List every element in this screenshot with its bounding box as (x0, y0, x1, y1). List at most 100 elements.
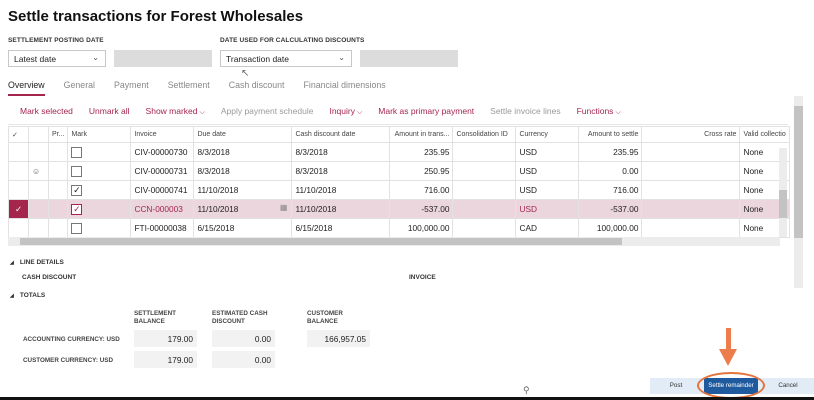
table-row-selected[interactable]: ✓ ✓ CCN-000003 11/10/2018 ▦ 11/10/2018 -5… (8, 199, 790, 219)
amount-to-settle-cell[interactable]: -537.00 (578, 199, 643, 219)
page-vertical-scrollbar[interactable] (794, 96, 803, 288)
column-header-mark[interactable]: Mark (67, 126, 132, 143)
accounting-customer-balance: 166,957.05 (307, 330, 370, 347)
tab-financial-dimensions[interactable]: Financial dimensions (303, 80, 386, 90)
invoice-cell: CCN-000003 (130, 199, 195, 219)
discount-date-input[interactable] (360, 50, 458, 67)
table-row[interactable]: CIV-00000730 8/3/2018 8/3/2018 235.95 US… (8, 142, 790, 162)
column-header-invoice[interactable]: Invoice (130, 126, 195, 143)
column-header-cash-discount-date[interactable]: Cash discount date (291, 126, 391, 143)
mark-selected-button[interactable]: Mark selected (20, 106, 73, 116)
table-row[interactable]: ☺ CIV-00000731 8/3/2018 8/3/2018 250.95 … (8, 161, 790, 181)
show-marked-menu[interactable]: Show marked ⌵ (145, 106, 205, 116)
mark-cell (67, 142, 132, 162)
totals-toggle[interactable]: ◢ TOTALS (10, 292, 46, 299)
tab-bar: Overview General Payment Settlement Cash… (8, 80, 405, 96)
posting-date-label: SETTLEMENT POSTING DATE (8, 37, 104, 44)
row-selector[interactable]: ✓ (8, 199, 29, 219)
row-selector[interactable] (8, 161, 29, 181)
mark-primary-payment-button[interactable]: Mark as primary payment (378, 106, 475, 116)
mark-checkbox[interactable]: ✓ (71, 203, 83, 215)
settlement-balance-header: SETTLEMENT BALANCE (134, 310, 176, 325)
amount-to-settle-cell[interactable]: 716.00 (578, 180, 643, 200)
person-icon: ☺ (32, 167, 41, 176)
tab-general[interactable]: General (63, 80, 95, 90)
pr-cell (47, 161, 69, 181)
tab-cash-discount[interactable]: Cash discount (228, 80, 285, 90)
select-all-header[interactable]: ✓ (8, 126, 29, 143)
consolidation-id-cell (452, 161, 517, 181)
posting-date-value: Latest date (14, 54, 57, 64)
tab-payment[interactable]: Payment (113, 80, 149, 90)
apply-payment-schedule-button[interactable]: Apply payment schedule (220, 106, 314, 116)
column-header-amount-to-settle[interactable]: Amount to settle (578, 126, 643, 143)
due-date-cell[interactable]: 11/10/2018 ▦ (193, 199, 293, 219)
accounting-currency-label: ACCOUNTING CURRENCY: USD (23, 336, 120, 343)
action-bar: Mark selected Unmark all Show marked ⌵ Ap… (20, 106, 637, 117)
mark-checkbox[interactable] (71, 165, 83, 177)
column-header-consolidation-id[interactable]: Consolidation ID (452, 126, 517, 143)
post-button[interactable]: Post (669, 382, 683, 389)
due-date-cell: 8/3/2018 (193, 161, 293, 181)
column-header-due-date[interactable]: Due date (193, 126, 293, 143)
column-header-currency[interactable]: Currency (515, 126, 580, 143)
posting-date-input[interactable] (114, 50, 212, 67)
mark-checkbox[interactable] (71, 222, 83, 234)
row-icon-cell: ☺ (28, 161, 49, 181)
cash-discount-date-cell: 8/3/2018 (291, 142, 391, 162)
mark-checkbox[interactable]: ✓ (71, 184, 83, 196)
due-date-cell: 8/3/2018 (193, 142, 293, 162)
scrollbar-thumb[interactable] (779, 190, 787, 218)
cancel-button[interactable]: Cancel (778, 382, 798, 389)
discount-date-label: DATE USED FOR CALCULATING DISCOUNTS (220, 37, 365, 44)
collapse-triangle-icon: ◢ (10, 260, 14, 266)
line-details-toggle[interactable]: ◢ LINE DETAILS (10, 259, 64, 266)
functions-menu[interactable]: Functions ⌵ (576, 106, 621, 116)
pr-cell (47, 142, 69, 162)
chevron-down-icon: ⌵ (199, 109, 205, 116)
mark-cell: ✓ (67, 180, 132, 200)
table-row[interactable]: ✓ CIV-00000741 11/10/2018 11/10/2018 716… (8, 180, 790, 200)
currency-cell: USD (515, 199, 580, 219)
scrollbar-thumb[interactable] (794, 106, 803, 238)
table-row[interactable]: FTI-00000038 6/15/2018 6/15/2018 100,000… (8, 218, 790, 238)
grid-vertical-scrollbar[interactable] (779, 148, 787, 237)
amount-to-settle-cell[interactable]: 0.00 (578, 161, 643, 181)
row-selector[interactable] (8, 180, 29, 200)
calendar-icon[interactable]: ▦ (279, 203, 288, 212)
tab-overview[interactable]: Overview (8, 80, 45, 96)
unmark-all-button[interactable]: Unmark all (88, 106, 130, 116)
row-selector[interactable] (8, 142, 29, 162)
cross-rate-cell (641, 161, 741, 181)
row-icon-cell (28, 142, 49, 162)
amount-to-settle-cell[interactable]: 100,000.00 (578, 218, 643, 238)
column-header-amount[interactable]: Amount in trans... (389, 126, 454, 143)
posting-date-select[interactable]: Latest date ⌄ (8, 50, 106, 67)
transactions-grid: ✓ Pr... Mark Invoice Due date Cash disco… (8, 126, 790, 238)
cross-rate-cell (641, 142, 741, 162)
discount-date-select[interactable]: Transaction date ⌄ (220, 50, 352, 67)
column-header-pr[interactable]: Pr... (47, 126, 69, 143)
settle-invoice-lines-button[interactable]: Settle invoice lines (490, 106, 561, 116)
currency-cell: USD (515, 161, 580, 181)
tab-settlement[interactable]: Settlement (167, 80, 210, 90)
amount-to-settle-cell[interactable]: 235.95 (578, 142, 643, 162)
amount-cell: 235.95 (389, 142, 454, 162)
chevron-down-icon: ⌵ (356, 109, 363, 116)
bottom-border (0, 397, 814, 400)
cross-rate-cell (641, 199, 741, 219)
scrollbar-thumb[interactable] (20, 238, 622, 245)
inquiry-menu[interactable]: Inquiry ⌵ (329, 106, 363, 116)
mark-checkbox[interactable] (71, 146, 83, 158)
row-selector[interactable] (8, 218, 29, 238)
grid-horizontal-scrollbar[interactable] (8, 237, 780, 246)
zoom-cursor-icon: ⚲ (523, 385, 530, 395)
accounting-settlement-balance: 179.00 (134, 330, 197, 347)
mouse-cursor-icon: ↖ (241, 68, 250, 79)
chevron-down-icon: ⌵ (615, 109, 621, 116)
page-title: Settle transactions for Forest Wholesale… (8, 8, 304, 25)
pr-cell (47, 199, 69, 219)
column-header-valid-collection[interactable]: Valid collectio (739, 126, 790, 143)
discount-date-value: Transaction date (226, 54, 289, 64)
column-header-cross-rate[interactable]: Cross rate (641, 126, 741, 143)
